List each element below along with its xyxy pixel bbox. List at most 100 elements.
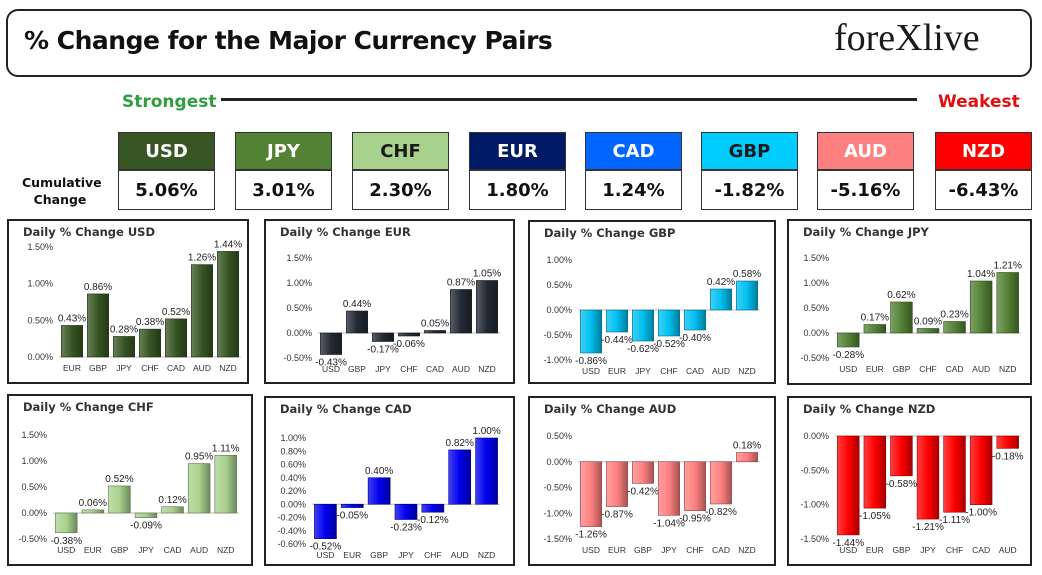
y-tick-label: 1.00% — [546, 255, 572, 265]
x-tick-label: EUR — [84, 545, 102, 555]
data-label: -0.09% — [130, 521, 162, 532]
data-label: 0.28% — [110, 324, 138, 335]
y-tick-label: 0.00% — [27, 352, 53, 362]
y-tick-label: -1.50% — [543, 534, 572, 544]
bar-usd — [320, 332, 342, 355]
x-tick-label: GBP — [110, 545, 128, 555]
y-tick-label: 0.50% — [21, 482, 47, 492]
bar-nzd — [217, 251, 239, 358]
bar-jpy — [372, 332, 394, 342]
bar-aud — [996, 435, 1019, 449]
y-tick-label: -0.50% — [800, 465, 829, 475]
data-label: -1.21% — [912, 522, 944, 533]
x-tick-label: JPY — [398, 550, 414, 560]
bar-chf — [916, 328, 940, 334]
bar-aud — [187, 463, 211, 514]
y-tick-label: 1.00% — [280, 433, 306, 443]
y-tick-label: 0.00% — [803, 431, 829, 441]
x-tick-label: NZD — [478, 364, 495, 374]
y-tick-label: -0.50% — [543, 330, 572, 340]
data-label: 0.62% — [887, 290, 915, 301]
y-tick-label: -0.60% — [277, 539, 306, 549]
y-tick-label: -0.50% — [800, 353, 829, 363]
y-tick-label: -0.50% — [18, 534, 47, 544]
x-tick-label: USD — [57, 545, 75, 555]
data-label: 0.87% — [447, 278, 475, 289]
x-tick-label: JPY — [635, 366, 651, 376]
data-label: 0.43% — [58, 313, 86, 324]
bar-cad — [943, 321, 966, 334]
x-tick-label: EUR — [608, 366, 626, 376]
cumulative-change-label: Cumulative Change — [22, 175, 102, 207]
y-tick-label: 0.40% — [280, 473, 306, 483]
data-label: -0.43% — [315, 358, 347, 369]
tile-header-eur: EUR — [469, 132, 566, 170]
bar-nzd — [475, 437, 498, 505]
header-banner — [6, 9, 1032, 77]
chart-panel-gbp: Daily % Change GBP -1.00% -0.50% 0.00% 0.50… — [528, 220, 776, 384]
bar-jpy — [394, 503, 418, 520]
bar-nzd — [476, 280, 498, 334]
y-tick-label: 0.00% — [546, 457, 572, 467]
x-tick-label: JPY — [661, 545, 677, 555]
bar-eur — [340, 503, 364, 508]
data-label: -0.52% — [653, 339, 685, 350]
data-label: -1.05% — [859, 511, 891, 522]
chart-title: Daily % Change NZD — [803, 402, 936, 416]
chart-jpy: -0.50% 0.00% 0.50% 1.00% 1.50% -0.28% USD 0.17%… — [800, 253, 1022, 374]
data-label: -0.12% — [417, 515, 449, 526]
bar-chf — [421, 503, 445, 513]
x-tick-label: AUD — [452, 364, 470, 374]
data-label: -1.26% — [575, 530, 607, 541]
data-label: 1.44% — [214, 239, 242, 250]
y-tick-label: -0.40% — [277, 526, 306, 536]
x-tick-label: NZD — [219, 363, 236, 373]
data-label: 0.05% — [421, 319, 449, 330]
logo-text-left: fore — [834, 17, 896, 59]
logo-x-mark: X — [895, 17, 923, 59]
data-label: 0.23% — [940, 310, 968, 321]
data-label: 1.04% — [967, 269, 995, 280]
x-tick-label: EUR — [866, 545, 884, 555]
bar-usd — [55, 512, 78, 534]
data-label: -0.28% — [832, 350, 864, 361]
chart-title: Daily % Change CAD — [280, 402, 412, 416]
data-label: -0.17% — [367, 345, 399, 356]
bar-gbp — [632, 461, 654, 484]
tile-value-cad: 1.24% — [585, 170, 682, 210]
data-label: 0.82% — [446, 438, 474, 449]
x-tick-label: USD — [839, 545, 857, 555]
data-label: -0.23% — [390, 522, 422, 533]
bar-usd — [314, 503, 337, 540]
bar-jpy — [658, 461, 680, 516]
y-tick-label: 0.60% — [280, 460, 306, 470]
bar-cad — [161, 506, 184, 514]
y-tick-label: 0.50% — [803, 303, 829, 313]
x-tick-label: CAD — [164, 545, 182, 555]
data-label: 0.06% — [79, 498, 107, 509]
y-tick-label: 1.50% — [286, 253, 312, 263]
x-tick-label: CAD — [426, 364, 444, 374]
bar-nzd — [996, 272, 1019, 334]
chart-eur: -0.50% 0.00% 0.50% 1.00% 1.50% -0.43%USD 0.44%… — [283, 253, 501, 374]
y-tick-label: -1.00% — [543, 355, 572, 365]
data-label: 0.17% — [861, 313, 889, 324]
bar-eur — [61, 325, 83, 358]
y-tick-label: 0.00% — [280, 499, 306, 509]
data-label: -0.18% — [992, 451, 1024, 462]
bar-nzd — [736, 280, 758, 311]
bar-chf — [398, 332, 420, 337]
x-tick-label: AUD — [972, 364, 990, 374]
bar-aud — [969, 280, 993, 334]
chart-chf: -0.50% 0.00% 0.50% 1.00% 1.50% -0.38%USD 0.06%… — [18, 430, 239, 555]
x-tick-label: CAD — [712, 545, 730, 555]
tile-value-eur: 1.80% — [469, 170, 566, 210]
data-label: 0.38% — [136, 317, 164, 328]
bar-eur — [606, 461, 628, 507]
x-tick-label: NZD — [217, 545, 234, 555]
x-tick-label: AUD — [712, 366, 730, 376]
data-label: -1.00% — [965, 508, 997, 519]
y-tick-label: 0.00% — [286, 328, 312, 338]
data-label: 0.52% — [105, 474, 133, 485]
data-label: -0.44% — [601, 335, 633, 346]
